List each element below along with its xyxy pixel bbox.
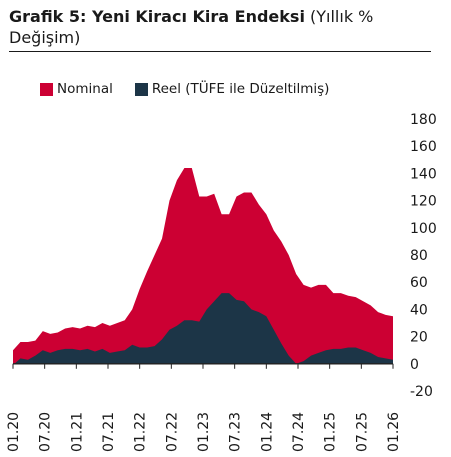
series-area-nominal	[13, 167, 393, 364]
y-tick-label: 20	[410, 330, 428, 346]
legend-swatch-reel	[134, 82, 148, 96]
y-tick-label: 40	[410, 302, 428, 318]
x-tick-label: 01.21	[69, 412, 85, 452]
title-underline	[9, 51, 431, 52]
x-tick-label: 01.24	[259, 412, 275, 452]
x-tick-label: 07.22	[164, 412, 180, 452]
x-tick-label: 01.25	[323, 412, 339, 452]
legend-label-reel: Reel (TÜFE ile Düzeltilmiş)	[151, 81, 330, 97]
y-tick-label: 100	[410, 221, 437, 237]
x-tick-label: 07.25	[354, 412, 370, 452]
legend-item-reel: Reel (TÜFE ile Düzeltilmiş)	[134, 81, 330, 97]
x-tick-label: 01.23	[196, 412, 212, 452]
y-tick-label: 160	[410, 139, 437, 155]
legend-swatch-nominal	[40, 82, 53, 96]
x-tick-label: 01.26	[386, 412, 402, 452]
x-tick-label: 07.23	[228, 412, 244, 452]
y-tick-label: 60	[410, 275, 428, 291]
series-area-reel	[13, 293, 393, 366]
legend: Nominal Reel (TÜFE ile Düzeltilmiş)	[40, 81, 351, 97]
chart-title-subtitle: (Yıllık % Değişim)	[9, 7, 374, 47]
x-tick-label: 01.22	[133, 412, 149, 452]
y-tick-label: -20	[410, 384, 433, 400]
x-tick-label: 01.20	[6, 412, 22, 452]
chart-title-bold: Grafik 5: Yeni Kiracı Kira Endeksi	[9, 7, 305, 26]
x-tick-label: 07.21	[101, 412, 117, 452]
y-tick-label: 80	[410, 248, 428, 264]
y-tick-label: 120	[410, 194, 437, 210]
x-tick-label: 07.20	[38, 412, 54, 452]
y-tick-label: 140	[410, 166, 437, 182]
legend-item-nominal: Nominal	[40, 81, 113, 97]
x-tick-label: 07.24	[291, 412, 307, 452]
chart-title: Grafik 5: Yeni Kiracı Kira Endeksi (Yıll…	[9, 6, 434, 48]
legend-label-nominal: Nominal	[57, 81, 113, 97]
y-tick-label: 0	[410, 357, 419, 373]
y-tick-label: 180	[410, 112, 437, 128]
